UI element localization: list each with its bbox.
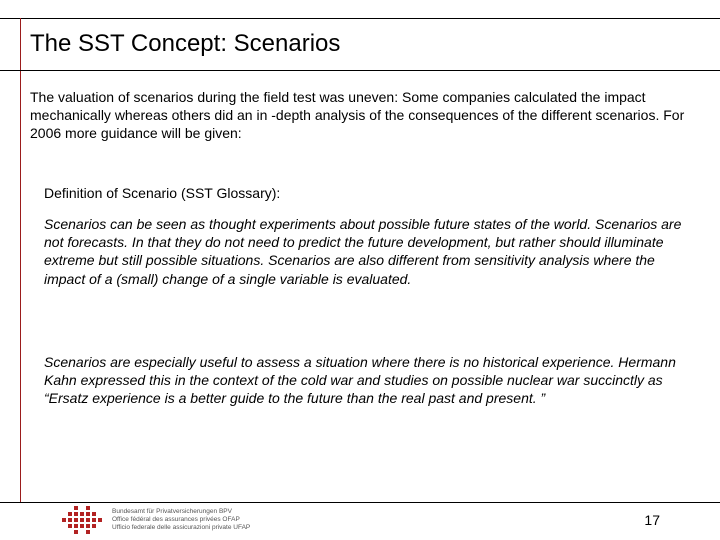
swiss-logo-icon (62, 506, 102, 534)
top-rule (0, 18, 720, 19)
agency-line-2: Office fédéral des assurances privées OF… (112, 516, 250, 524)
glossary-heading: Definition of Scenario (SST Glossary): (44, 185, 692, 201)
agency-line-3: Ufficio federale delle assicurazioni pri… (112, 524, 250, 532)
footer: Bundesamt für Privatversicherungen BPV O… (62, 506, 250, 534)
intro-paragraph: The valuation of scenarios during the fi… (30, 88, 692, 143)
title-rule (0, 70, 720, 71)
glossary-paragraph-1: Scenarios can be seen as thought experim… (44, 215, 692, 288)
agency-line-1: Bundesamt für Privatversicherungen BPV (112, 508, 250, 516)
glossary-paragraph-2: Scenarios are especially useful to asses… (44, 353, 692, 408)
agency-name: Bundesamt für Privatversicherungen BPV O… (112, 508, 250, 531)
bottom-rule (0, 502, 720, 503)
left-accent-rule (20, 18, 21, 502)
slide-title: The SST Concept: Scenarios (30, 30, 340, 58)
slide: The SST Concept: Scenarios The valuation… (0, 0, 720, 540)
page-number: 17 (644, 512, 660, 528)
